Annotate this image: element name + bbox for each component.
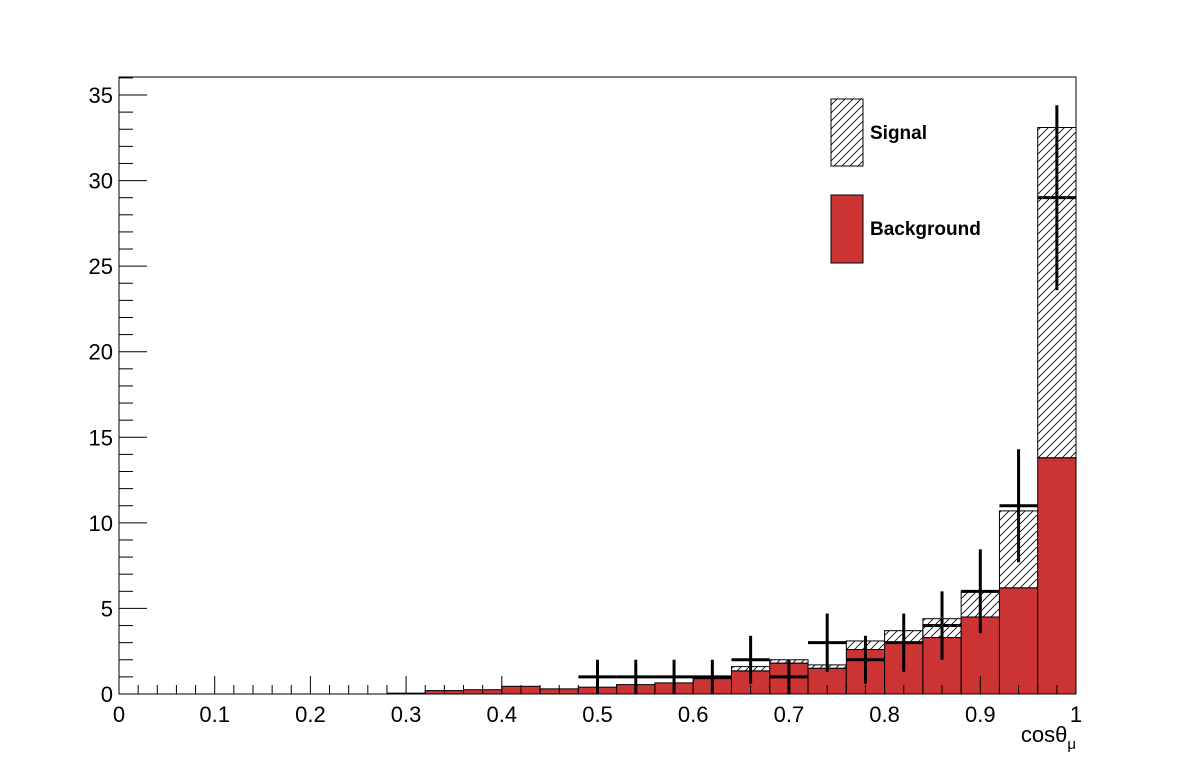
- x-axis-title-main: cosθ: [1021, 722, 1067, 747]
- x-tick-label: 0.4: [487, 702, 518, 727]
- legend-signal-swatch: [830, 98, 864, 167]
- y-tick-label: 25: [89, 254, 113, 279]
- legend-background-swatch: [830, 194, 864, 264]
- y-tick-label: 20: [89, 340, 113, 365]
- x-axis-title-subscript: μ: [1067, 736, 1076, 753]
- x-tick-label: 0.2: [295, 702, 326, 727]
- data-point: [808, 613, 847, 672]
- data-point: [961, 549, 1000, 634]
- y-tick-label: 35: [89, 83, 113, 108]
- y-tick-label: 10: [89, 511, 113, 536]
- x-tick-label: 0: [113, 702, 125, 727]
- y-tick-label: 15: [89, 425, 113, 450]
- x-tick-label: 0.8: [869, 702, 900, 727]
- x-tick-label: 0.9: [965, 702, 996, 727]
- x-tick-label: 0.7: [774, 702, 805, 727]
- data-point: [1037, 105, 1076, 291]
- legend-background-label: Background: [870, 219, 981, 240]
- data-point: [884, 613, 923, 672]
- x-tick-label: 0.6: [678, 702, 709, 727]
- background-bar: [1037, 457, 1077, 695]
- y-tick-label: 30: [89, 169, 113, 194]
- x-tick-label: 0.3: [391, 702, 422, 727]
- x-axis-title: cosθμ: [1021, 722, 1076, 753]
- x-axis: 0 0.1 0.2 0.3 0.4 0.5 0.6 0.7 0.8 0.9 1: [113, 676, 1082, 727]
- data-point: [922, 591, 962, 660]
- x-tick-label: 1: [1070, 702, 1082, 727]
- background-bar: [998, 587, 1039, 695]
- y-tick-label: 5: [101, 596, 113, 621]
- data-point: [999, 449, 1038, 563]
- y-tick-label: 0: [101, 682, 113, 707]
- data-point: [731, 635, 770, 684]
- y-axis: 0 5 10 15 20 25 30 35: [89, 77, 147, 707]
- x-tick-label: 0.1: [199, 702, 230, 727]
- x-tick-label: 0.5: [582, 702, 613, 727]
- legend-signal-label: Signal: [870, 123, 927, 144]
- data-point: [846, 635, 885, 684]
- legend: Signal Background: [830, 98, 981, 264]
